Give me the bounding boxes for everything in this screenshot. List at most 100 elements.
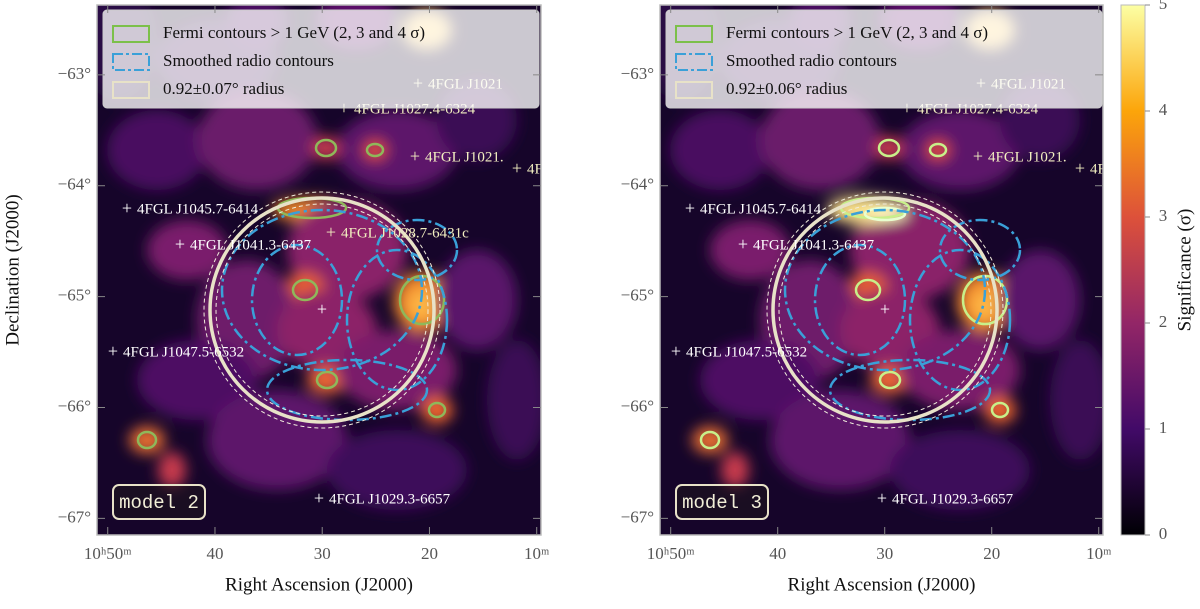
model-label: model 3	[682, 492, 762, 514]
legend-patch	[112, 81, 150, 99]
map-blob	[1050, 340, 1103, 460]
source-label: 4FGL J1029.3-6657	[329, 491, 451, 507]
radius-error	[203, 191, 441, 429]
legend-label: Fermi contours > 1 GeV (2, 3 and 4 σ)	[163, 23, 425, 42]
colorbar-label: Significance (σ)	[1174, 209, 1195, 332]
axes-frame	[659, 4, 1104, 536]
radio-contour	[828, 358, 992, 422]
source-marker: +	[512, 158, 522, 178]
map-blob	[710, 220, 790, 280]
legend-patch	[112, 25, 150, 43]
map-blob	[770, 390, 910, 490]
map-blob	[129, 426, 165, 454]
colorbar-tick-label: 2	[1159, 312, 1168, 331]
source-label: 4FGL J1047.5-6532	[686, 344, 807, 360]
fermi-contour	[365, 142, 385, 158]
x-tick-label: 10ʰ50ᵐ	[647, 544, 695, 563]
y-tick-label: −64°	[621, 175, 654, 194]
map-blob	[971, 289, 999, 321]
map-blob	[197, 90, 317, 190]
map-blob	[158, 452, 186, 488]
x-tick-label: 20	[421, 544, 438, 563]
map-blob	[327, 430, 467, 510]
y-tick-label: −63°	[58, 64, 91, 83]
y-tick-label: −64°	[58, 175, 91, 194]
x-tick-label: 10ᵐ	[1086, 544, 1111, 563]
map-blob	[207, 390, 347, 490]
source-marker: +	[326, 222, 336, 242]
source-label: 4FGL J1029.3-6657	[892, 491, 1014, 507]
radio-contour	[783, 208, 987, 372]
source-marker: +	[122, 198, 132, 218]
radius-circle	[771, 196, 999, 424]
y-tick-label: −63°	[621, 64, 654, 83]
fermi-contour	[427, 401, 447, 419]
source-label: 4FGL J1021.	[425, 149, 504, 165]
axes-frame	[96, 4, 542, 536]
source-marker: +	[1075, 158, 1085, 178]
radio-contour	[220, 208, 424, 372]
fermi-contour	[314, 138, 338, 158]
radio-contour	[813, 243, 907, 357]
source-label: 4FGL J1028.7-6431c	[341, 225, 469, 241]
legend-label: Smoothed radio contours	[163, 51, 334, 70]
source-marker: +	[973, 146, 983, 166]
fermi-contour	[136, 430, 158, 450]
x-tick-label: 10ʰ50ᵐ	[84, 544, 132, 563]
radio-contour	[265, 358, 429, 422]
colorbar-tick-label: 3	[1159, 206, 1168, 225]
y-tick-label: −66°	[621, 396, 654, 415]
source-marker: +	[671, 341, 681, 361]
legend-patch	[112, 53, 150, 71]
source-label: 4F	[527, 161, 543, 177]
map-blob	[437, 250, 517, 350]
radius-circle	[208, 196, 436, 424]
map-blob	[107, 110, 207, 190]
x-tick-label: 20	[983, 544, 1000, 563]
colorbar-tick-label: 4	[1159, 100, 1168, 119]
fermi-contour	[990, 401, 1010, 419]
legend-box	[665, 9, 1103, 109]
map-blob	[870, 366, 910, 394]
radio-contour	[938, 218, 1022, 282]
source-label: 4FGL J1021.	[988, 149, 1067, 165]
fermi-contour	[699, 430, 721, 450]
source-marker: +	[877, 488, 887, 508]
legend-patch	[675, 81, 713, 99]
map-blob	[337, 110, 457, 190]
source-marker: +	[108, 341, 118, 361]
model-box	[675, 484, 769, 520]
radio-contour	[908, 248, 1012, 392]
radius-error	[215, 203, 429, 417]
model-box	[112, 484, 206, 520]
map-blob	[1000, 250, 1080, 350]
source-label: 4FGL J1041.3-6437	[753, 237, 875, 253]
legend: Fermi contours > 1 GeV (2, 3 and 4 σ) Smo…	[102, 9, 540, 109]
source-marker: +	[410, 146, 420, 166]
y-tick-label: −65°	[58, 286, 91, 305]
map-blob	[850, 200, 970, 300]
map-blob	[487, 340, 541, 460]
map-blob	[984, 396, 1016, 424]
legend-label: Fermi contours > 1 GeV (2, 3 and 4 σ)	[726, 23, 988, 42]
fermi-contour	[863, 206, 907, 222]
map-blob	[700, 340, 820, 420]
map-blob	[900, 110, 1020, 190]
colorbar-tick-label: 1	[1159, 418, 1168, 437]
map-blob	[721, 452, 749, 488]
radius-error	[766, 191, 1004, 429]
radio-contour	[375, 218, 459, 282]
fermi-contour	[315, 370, 339, 390]
legend-patch	[675, 53, 713, 71]
source-label: 4F	[1090, 161, 1106, 177]
radio-contour	[345, 248, 449, 392]
source-label: 4FGL J1045.7-6414	[700, 201, 822, 217]
fermi-contour	[291, 278, 319, 302]
legend-label: 0.92±0.06° radius	[726, 79, 847, 98]
x-tick-label: 10ᵐ	[524, 544, 549, 563]
legend: Fermi contours > 1 GeV (2, 3 and 4 σ) Smo…	[665, 9, 1103, 109]
map-blob	[692, 426, 728, 454]
x-axis-label: Right Ascension (J2000)	[788, 574, 976, 595]
model-label: model 2	[119, 492, 199, 514]
map-blob	[287, 200, 407, 300]
